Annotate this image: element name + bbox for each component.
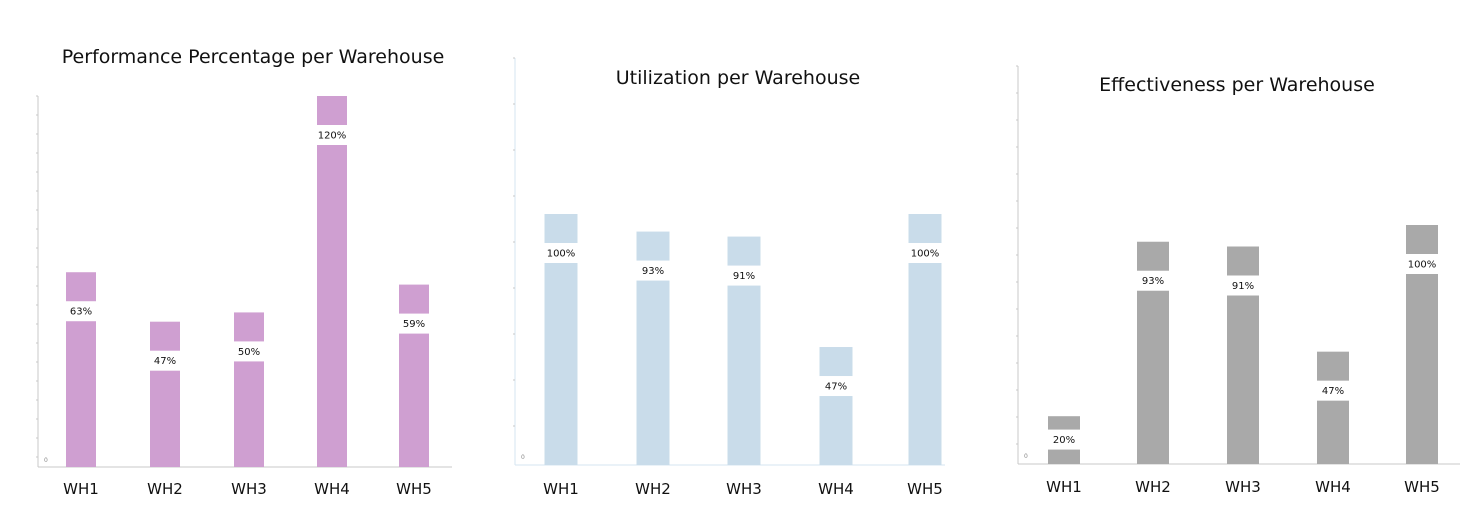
bar-group: 63% WH1 47% WH2 50% WH3 120% WH4 59% WH5 <box>63 96 432 498</box>
data-label: 59% <box>403 319 425 330</box>
x-tick-label: WH1 <box>543 480 579 498</box>
bar-group: 20% WH1 93% WH2 91% WH3 47% WH4 100% WH5 <box>1046 225 1440 496</box>
data-label: 50% <box>238 347 260 358</box>
x-tick-label: WH4 <box>314 480 350 498</box>
x-tick-label: WH3 <box>231 480 267 498</box>
data-label: 93% <box>642 266 664 277</box>
x-tick-label: WH3 <box>726 480 762 498</box>
data-label: 91% <box>733 271 755 282</box>
x-tick-label: WH3 <box>1225 478 1261 496</box>
data-label-box <box>544 243 578 263</box>
x-tick-label: WH4 <box>818 480 854 498</box>
data-label: 120% <box>318 131 347 142</box>
x-tick-label: WH5 <box>907 480 943 498</box>
x-tick-label: WH5 <box>1404 478 1440 496</box>
bar <box>234 312 264 467</box>
data-label: 47% <box>154 356 176 367</box>
performance-chart: Performance Percentage per Warehouse 0 6… <box>0 0 470 516</box>
data-label-box <box>398 313 430 334</box>
bar <box>1317 351 1349 464</box>
data-label: 93% <box>1142 276 1164 287</box>
data-label-box <box>1136 270 1170 291</box>
effectiveness-chart: Effectiveness per Warehouse 0 20% WH1 93% W… <box>1000 0 1480 516</box>
x-tick-label: WH2 <box>1135 478 1171 496</box>
x-tick-label: WH4 <box>1315 478 1351 496</box>
data-label-box <box>819 376 853 397</box>
chart-title: Effectiveness per Warehouse <box>1099 74 1375 96</box>
data-label: 63% <box>70 307 92 318</box>
data-label-box <box>1316 380 1350 401</box>
data-label: 100% <box>911 249 940 260</box>
utilization-chart-svg: Utilization per Warehouse 0 100% WH1 93% WH… <box>513 57 945 498</box>
data-label-box <box>233 341 265 362</box>
data-label-box <box>908 243 942 263</box>
bar <box>819 347 853 465</box>
bar <box>317 96 347 467</box>
x-tick-label: WH2 <box>147 480 183 498</box>
data-label-box <box>1047 429 1081 450</box>
y-zero-label: 0 <box>44 457 48 464</box>
x-tick-label: WH5 <box>396 480 432 498</box>
data-label: 100% <box>547 249 576 260</box>
x-tick-label: WH1 <box>1046 478 1082 496</box>
y-zero-label: 0 <box>1024 453 1028 460</box>
bar-group: 100% WH1 93% WH2 91% WH3 47% WH4 100% WH5 <box>543 214 943 498</box>
data-label: 91% <box>1232 281 1254 292</box>
x-tick-label: WH1 <box>63 480 99 498</box>
performance-chart-svg: Performance Percentage per Warehouse 0 6… <box>36 46 452 498</box>
data-label-box <box>149 350 181 371</box>
bar <box>150 321 180 467</box>
data-label: 20% <box>1053 435 1075 446</box>
data-label-box <box>316 125 348 145</box>
chart-title: Performance Percentage per Warehouse <box>62 46 445 68</box>
data-label-box <box>65 301 97 322</box>
data-label-box <box>727 265 761 286</box>
y-zero-label: 0 <box>521 454 525 461</box>
utilization-chart: Utilization per Warehouse 0 100% WH1 93% WH… <box>500 0 970 516</box>
effectiveness-chart-svg: Effectiveness per Warehouse 0 20% WH1 93% W… <box>1016 65 1460 496</box>
data-label-box <box>1405 254 1439 274</box>
x-tick-label: WH2 <box>635 480 671 498</box>
chart-title: Utilization per Warehouse <box>616 67 860 89</box>
data-label-box <box>1226 275 1260 296</box>
data-label: 47% <box>825 382 847 393</box>
data-label: 47% <box>1322 386 1344 397</box>
data-label: 100% <box>1408 260 1437 271</box>
bar <box>399 284 429 467</box>
data-label-box <box>636 260 670 281</box>
